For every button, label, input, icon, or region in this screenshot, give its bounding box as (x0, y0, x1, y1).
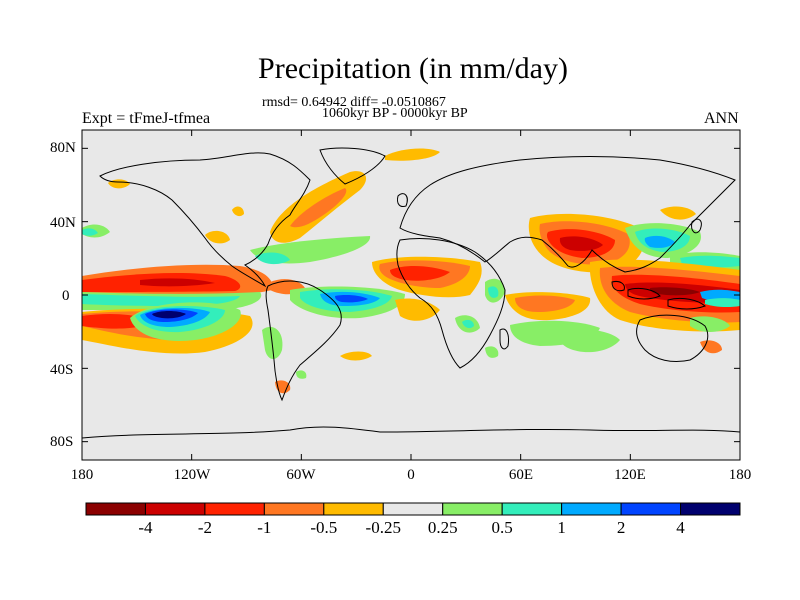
wet-region (485, 346, 499, 358)
dry-region (385, 148, 440, 161)
dry-region (559, 236, 603, 251)
wet-region (335, 295, 368, 303)
colorbar-label: 2 (616, 518, 626, 537)
dry-region (700, 340, 722, 354)
dry-region (232, 206, 244, 217)
dry-region (140, 278, 215, 287)
lon-label-0: 0 (407, 467, 415, 483)
wet-region (705, 298, 740, 308)
wet-region (82, 228, 98, 236)
colorbar-label: -4 (138, 518, 153, 537)
axis-ticks (81, 130, 741, 460)
lon-label-60w: 60W (286, 467, 316, 483)
colorbar-label: -0.25 (365, 518, 401, 537)
colorbar-swatch (680, 502, 741, 516)
period-line: 1060kyr BP - 0000kyr BP (322, 106, 468, 121)
colorbar (85, 502, 741, 516)
wet-region (255, 252, 290, 265)
lon-label-60e: 60E (508, 467, 534, 483)
colorbar-label: -2 (197, 518, 212, 537)
dry-region (650, 287, 700, 296)
coastlines (82, 147, 740, 439)
wet-region (644, 235, 675, 248)
chart-title: Precipitation (in mm/day) (258, 52, 568, 85)
colorbar-label: 1 (557, 518, 566, 537)
lon-label-120e: 120E (614, 467, 646, 483)
colorbar-swatch (382, 502, 444, 516)
australia-coast (636, 314, 709, 363)
experiment-label: Expt = tFmeJ-tfmea (82, 110, 211, 127)
colorbar-label: 0.25 (427, 518, 458, 537)
south-america-coast (265, 280, 342, 402)
dry-region (340, 351, 372, 361)
antarctica-coast (82, 426, 740, 439)
colorbar-swatch (442, 502, 503, 516)
wet-region (488, 286, 499, 298)
eurasia-coast (399, 156, 736, 273)
uk-coast (397, 193, 408, 207)
colorbar-swatch (323, 502, 384, 516)
season-label: ANN (704, 110, 739, 127)
colorbar-label: 4 (676, 518, 685, 537)
lon-label-180w: 180 (70, 467, 94, 483)
lon-label-180e: 180 (728, 467, 752, 483)
wet-region (152, 311, 186, 319)
stats-line: rmsd= 0.64942 diff= -0.0510867 (262, 95, 446, 110)
dry-region (515, 295, 575, 312)
dry-region (395, 298, 440, 321)
wet-region (462, 319, 474, 329)
colorbar-swatch (561, 502, 622, 516)
lat-label-eq: 0 (62, 288, 70, 304)
dry-region (290, 188, 347, 228)
colorbar-swatch (144, 502, 206, 516)
japan-coast (691, 218, 702, 234)
colorbar-swatch (204, 502, 265, 516)
north-america-coast (99, 152, 311, 288)
colorbar-swatch (85, 502, 146, 516)
wet-region (680, 255, 740, 268)
wet-region (690, 316, 730, 332)
madagascar-coast (499, 328, 509, 350)
anomaly-field (82, 148, 740, 394)
colorbar-label: -1 (257, 518, 272, 537)
dry-region (390, 266, 450, 281)
colorbar-label: 0.5 (491, 518, 513, 537)
dry-region (205, 230, 230, 244)
colorbar-label: -0.5 (310, 518, 338, 537)
colorbar-swatch (263, 502, 325, 516)
dry-region (660, 206, 696, 220)
greenland-coast (319, 147, 386, 185)
maritime-continent-coast (611, 281, 706, 310)
africa-coast (396, 238, 506, 369)
wet-region (558, 329, 620, 353)
lat-label-40s: 40S (50, 362, 74, 378)
lat-label-40n: 40N (50, 215, 76, 231)
colorbar-swatch (620, 502, 682, 516)
wet-region (296, 370, 307, 379)
lat-label-80s: 80S (50, 434, 74, 450)
lat-label-80n: 80N (50, 140, 76, 156)
colorbar-swatch (501, 502, 563, 516)
lon-label-120w: 120W (173, 467, 211, 483)
